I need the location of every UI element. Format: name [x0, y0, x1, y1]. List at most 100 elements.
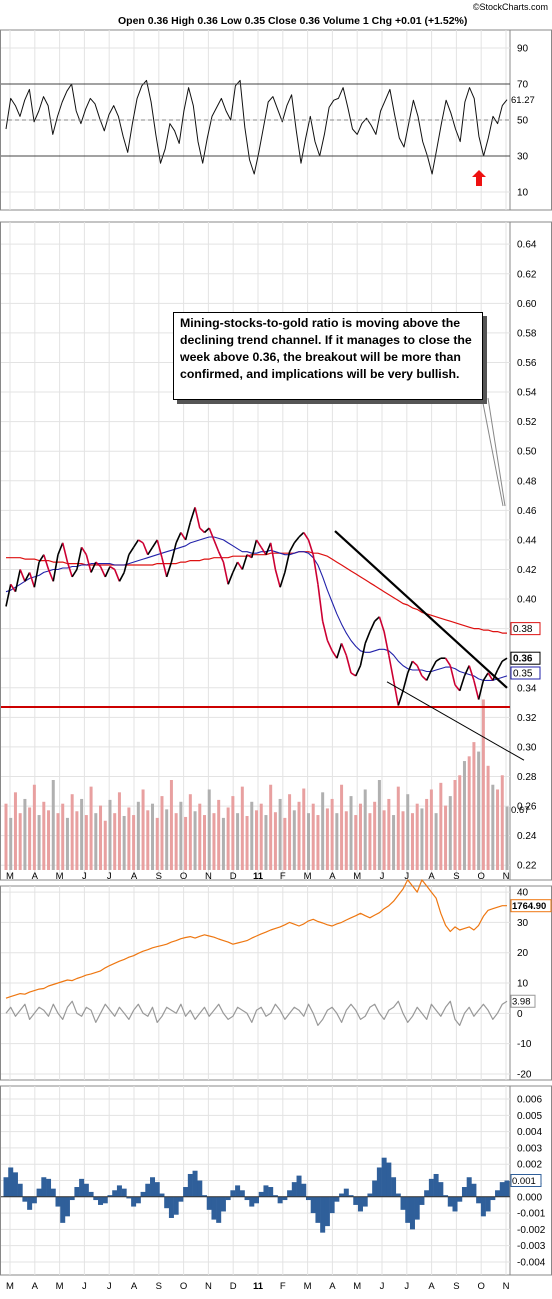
price-segment — [90, 561, 97, 573]
price-tick-label: 0.62 — [517, 269, 537, 280]
volume-bar — [500, 775, 504, 870]
annotation-pointer — [487, 397, 506, 507]
histogram-bar — [263, 1185, 269, 1197]
volume-bar — [240, 786, 244, 870]
month-label: J — [82, 871, 87, 882]
price-segment — [170, 542, 177, 563]
histogram-bar — [202, 1195, 208, 1197]
histogram-tick-label: 0.006 — [517, 1095, 542, 1106]
histogram-bar — [183, 1187, 189, 1197]
price-segment — [326, 640, 333, 652]
month-label: D — [230, 1281, 237, 1292]
month-label: O — [180, 1281, 187, 1292]
histogram-bar — [131, 1196, 137, 1207]
volume-layer — [4, 699, 509, 870]
volume-bar — [160, 796, 164, 870]
volume-bar — [28, 807, 32, 870]
histogram-bar — [504, 1180, 510, 1197]
histogram-bar — [239, 1190, 245, 1197]
price-tick-label: 0.60 — [517, 299, 537, 310]
price-segment — [33, 561, 40, 588]
volume-bar — [415, 803, 419, 870]
gold-last-flag — [510, 899, 552, 913]
price-segment — [421, 675, 428, 681]
price-segment — [208, 527, 215, 541]
histogram-bar — [116, 1185, 122, 1197]
price-segment — [241, 554, 248, 570]
price-segment — [331, 650, 338, 659]
histogram-bar — [230, 1190, 236, 1197]
volume-bar — [136, 801, 140, 870]
price-tick-label: 0.28 — [517, 772, 537, 783]
histogram-bar — [334, 1196, 340, 1202]
volume-bar — [108, 799, 112, 870]
price-segment — [303, 532, 310, 541]
price-segment — [66, 561, 73, 578]
volume-bar — [349, 796, 353, 870]
gold-tick-label: 20 — [517, 948, 529, 959]
volume-bar — [212, 813, 216, 870]
histogram-bar — [433, 1173, 439, 1197]
histogram-bar — [381, 1157, 387, 1197]
month-label: A — [131, 871, 138, 882]
price-segment — [113, 569, 121, 582]
up-arrow-icon — [472, 170, 486, 186]
trendline-lower — [386, 681, 525, 761]
price-segment — [397, 690, 404, 706]
histogram-bar — [268, 1187, 274, 1197]
gold-tick-label: 10 — [517, 979, 529, 990]
volume-bar — [221, 817, 225, 870]
histogram-tick-label: -0.002 — [517, 1225, 546, 1236]
price-segment — [151, 539, 158, 548]
price-tick-label: 0.24 — [517, 831, 537, 842]
histogram-bar — [362, 1196, 368, 1207]
histogram-bar — [135, 1196, 141, 1204]
month-label: O — [478, 871, 485, 882]
volume-bar — [193, 811, 197, 870]
month-label: M — [353, 1281, 361, 1292]
volume-bar — [306, 813, 310, 870]
price-segment — [317, 584, 324, 622]
histogram-bar — [353, 1196, 359, 1205]
price-segment — [388, 655, 395, 681]
month-label: J — [107, 871, 112, 882]
histogram-bar — [159, 1193, 165, 1197]
histogram-bar — [102, 1196, 108, 1204]
price-segment — [321, 621, 329, 641]
price-segment — [203, 527, 210, 534]
histogram-bar — [409, 1196, 415, 1230]
month-label: A — [329, 1281, 336, 1292]
histogram-bar — [438, 1182, 444, 1197]
month-label: S — [453, 1281, 459, 1292]
price-segment — [288, 542, 296, 553]
month-label: 11 — [253, 1281, 264, 1292]
histogram-bar — [192, 1170, 198, 1197]
price-tick-label: 0.46 — [517, 506, 537, 517]
rsi-tick-label: 10 — [517, 188, 529, 199]
price-segment — [71, 569, 78, 578]
volume-bar — [396, 786, 400, 870]
price-segment — [147, 546, 154, 556]
price-segment — [80, 546, 88, 556]
month-label: J — [82, 1281, 87, 1292]
histogram-tick-label: -0.003 — [517, 1241, 546, 1252]
month-label: A — [131, 1281, 138, 1292]
month-label: N — [503, 871, 510, 882]
month-label: A — [428, 871, 435, 882]
volume-bar — [94, 813, 98, 870]
volume-bar — [151, 803, 155, 870]
volume-bar — [127, 807, 131, 870]
month-label: J — [107, 1281, 112, 1292]
volume-bar — [340, 784, 344, 870]
volume-bar — [420, 808, 424, 870]
price-segment — [260, 546, 267, 556]
histogram-bar — [466, 1177, 472, 1197]
price-segment — [435, 657, 442, 662]
histogram-bar — [258, 1191, 264, 1197]
volume-bar — [264, 815, 268, 870]
price-segment — [468, 665, 475, 681]
month-label: M — [304, 871, 312, 882]
histogram-bar — [452, 1196, 458, 1212]
volume-bar — [354, 815, 358, 870]
